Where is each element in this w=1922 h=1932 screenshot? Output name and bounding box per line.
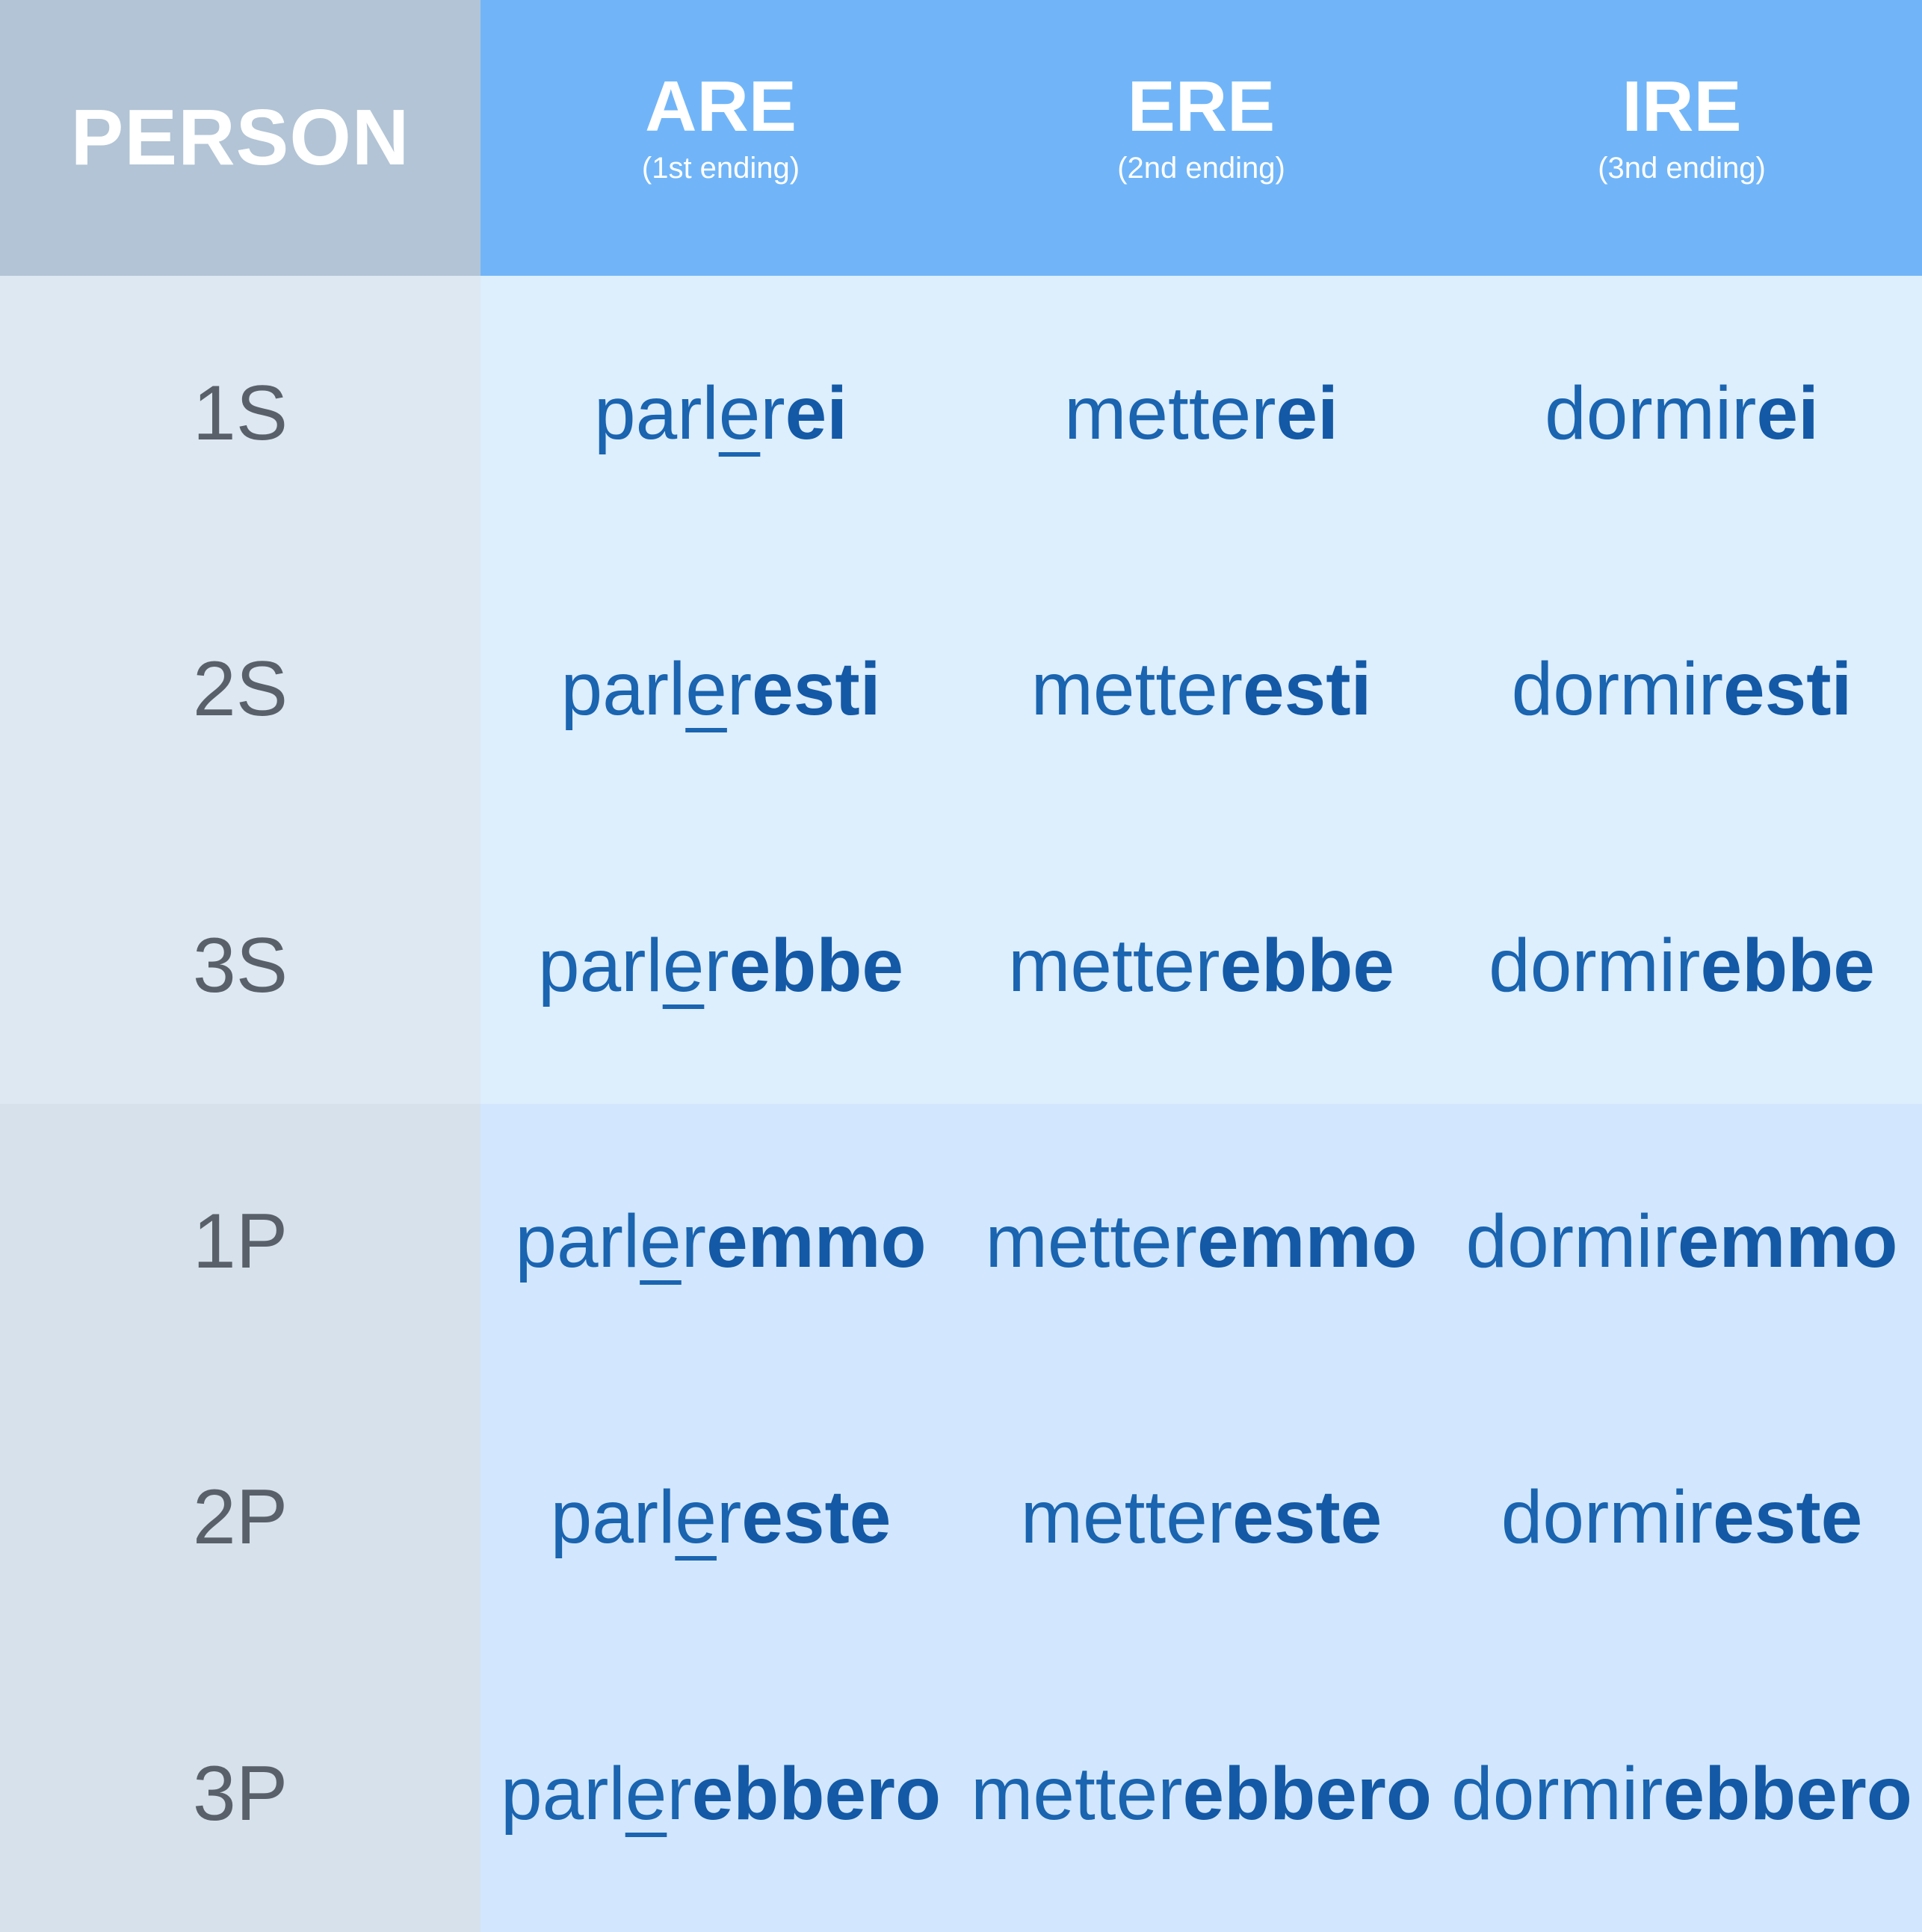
header-person-cell: PERSON xyxy=(0,0,480,276)
accent-vowel: e xyxy=(718,371,761,456)
person-label: 3S xyxy=(192,922,288,1009)
verb-ending: este xyxy=(1713,1475,1863,1560)
verb-form: metteremmo xyxy=(985,1200,1418,1284)
verb-ending: emmo xyxy=(1196,1200,1418,1284)
verb-cell: parlerebbero xyxy=(480,1655,961,1932)
verb-cell: metteremmo xyxy=(961,1103,1442,1380)
person-cell: 3S xyxy=(0,827,480,1104)
accent-vowel: e xyxy=(662,923,705,1007)
verb-form: metteresti xyxy=(1030,647,1372,732)
person-label: 1P xyxy=(192,1198,288,1286)
verb-ending: ei xyxy=(785,371,848,456)
header-ere-subtitle: (2nd ending) xyxy=(1117,151,1285,185)
verb-form: dormiresti xyxy=(1511,647,1853,732)
header-ere-cell: ERE (2nd ending) xyxy=(961,0,1442,276)
verb-form: parlereste xyxy=(550,1475,892,1560)
person-cell: 3P xyxy=(0,1655,480,1932)
verb-cell: parlerei xyxy=(480,276,961,552)
verb-ending: ei xyxy=(1276,371,1338,456)
verb-cell: dormiresti xyxy=(1442,552,1922,828)
verb-form: dormirebbero xyxy=(1451,1751,1912,1836)
person-label: 3P xyxy=(192,1750,288,1837)
verb-ending: este xyxy=(741,1475,892,1560)
verb-form: metterei xyxy=(1064,371,1338,456)
accent-vowel: e xyxy=(625,1751,667,1836)
verb-form: dormirei xyxy=(1545,371,1819,456)
header-ere-title: ERE xyxy=(1127,66,1276,146)
verb-ending: emmo xyxy=(706,1200,927,1284)
header-are-cell: ARE (1st ending) xyxy=(480,0,961,276)
accent-vowel: e xyxy=(685,647,727,732)
verb-cell: metterebbe xyxy=(961,827,1442,1104)
verb-cell: dormiremmo xyxy=(1442,1103,1922,1380)
header-ire-cell: IRE (3nd ending) xyxy=(1442,0,1922,276)
verb-cell: dormireste xyxy=(1442,1380,1922,1656)
verb-form: parlerebbero xyxy=(500,1751,942,1836)
person-label: 2P xyxy=(192,1474,288,1561)
accent-vowel: e xyxy=(675,1475,717,1560)
verb-cell: metterei xyxy=(961,276,1442,552)
verb-cell: dormirei xyxy=(1442,276,1922,552)
verb-ending: ei xyxy=(1756,371,1819,456)
verb-form: metterebbero xyxy=(971,1751,1432,1836)
header-person-label: PERSON xyxy=(70,93,410,182)
verb-cell: metterebbero xyxy=(961,1655,1442,1932)
verb-ending: este xyxy=(1232,1475,1382,1560)
person-label: 2S xyxy=(192,646,288,733)
verb-cell: parlerebbe xyxy=(480,827,961,1104)
verb-ending: esti xyxy=(752,647,881,732)
verb-form: parleremmo xyxy=(515,1200,927,1284)
verb-form: dormirebbe xyxy=(1489,923,1875,1007)
verb-ending: esti xyxy=(1243,647,1372,732)
verb-ending: ebbe xyxy=(1220,923,1394,1007)
header-ire-title: IRE xyxy=(1622,66,1742,146)
verb-form: parleresti xyxy=(560,647,881,732)
verb-ending: ebbe xyxy=(1700,923,1875,1007)
verb-ending: esti xyxy=(1723,647,1853,732)
verb-cell: dormirebbe xyxy=(1442,827,1922,1104)
verb-cell: mettereste xyxy=(961,1380,1442,1656)
accent-vowel: e xyxy=(640,1200,682,1284)
verb-cell: parlereste xyxy=(480,1380,961,1656)
person-cell: 2P xyxy=(0,1380,480,1656)
verb-ending: ebbero xyxy=(1663,1751,1912,1836)
header-are-subtitle: (1st ending) xyxy=(641,151,800,185)
verb-form: mettereste xyxy=(1020,1475,1382,1560)
header-ire-subtitle: (3nd ending) xyxy=(1598,151,1766,185)
person-cell: 1P xyxy=(0,1103,480,1380)
header-are-title: ARE xyxy=(645,66,797,146)
verb-form: metterebbe xyxy=(1008,923,1394,1007)
verb-form: dormireste xyxy=(1501,1475,1863,1560)
verb-cell: dormirebbero xyxy=(1442,1655,1922,1932)
verb-cell: parleresti xyxy=(480,552,961,828)
verb-ending: emmo xyxy=(1677,1200,1898,1284)
verb-ending: ebbero xyxy=(691,1751,942,1836)
person-label: 1S xyxy=(192,370,288,457)
verb-ending: ebbe xyxy=(729,923,904,1007)
verb-ending: ebbero xyxy=(1182,1751,1432,1836)
verb-cell: metteresti xyxy=(961,552,1442,828)
verb-form: parlerei xyxy=(593,371,848,456)
person-cell: 1S xyxy=(0,276,480,552)
person-cell: 2S xyxy=(0,552,480,828)
verb-form: parlerebbe xyxy=(537,923,904,1007)
verb-cell: parleremmo xyxy=(480,1103,961,1380)
verb-form: dormiremmo xyxy=(1465,1200,1898,1284)
